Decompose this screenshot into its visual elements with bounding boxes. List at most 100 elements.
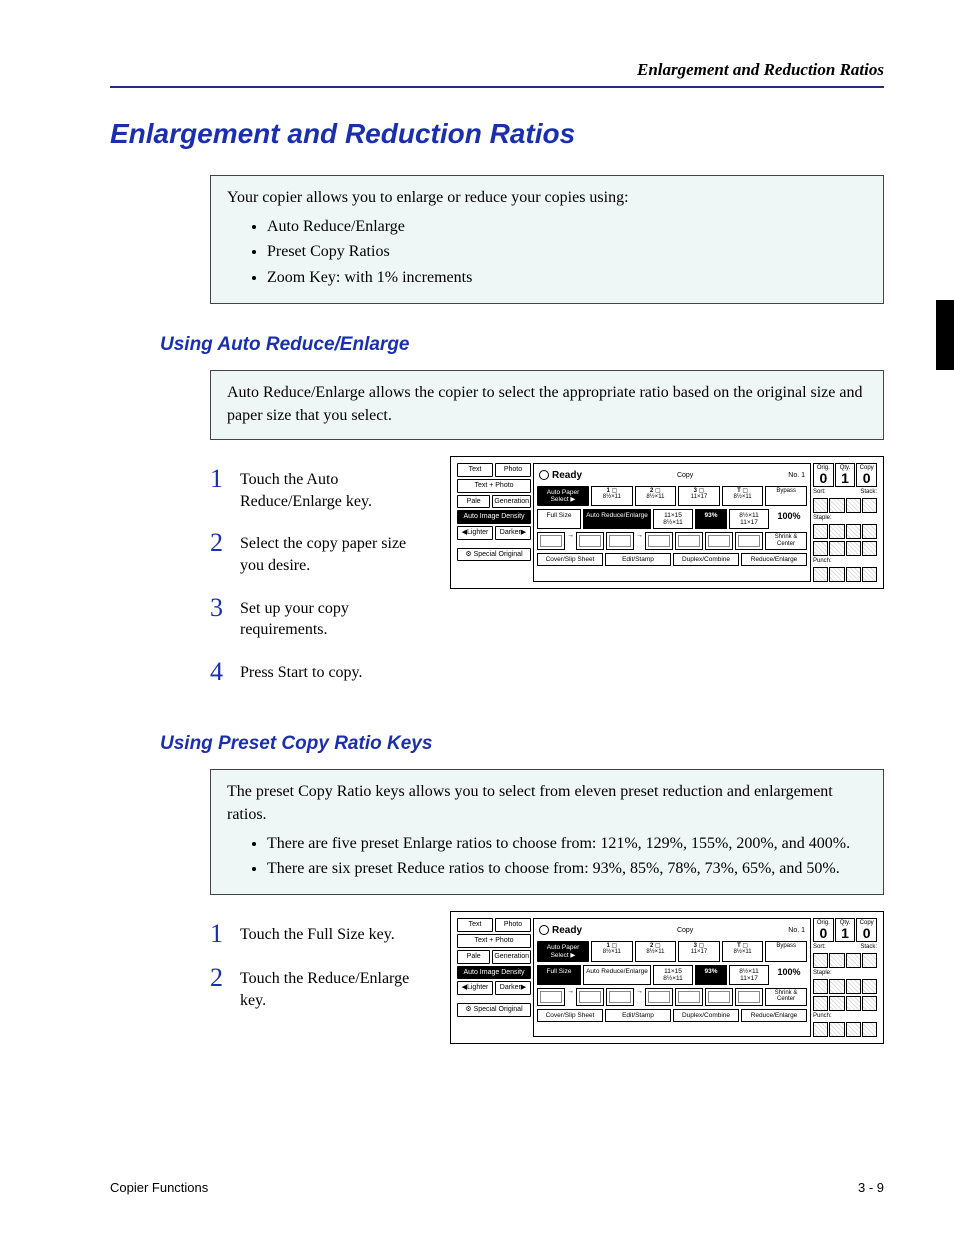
photo-mode-button[interactable]: Photo (495, 918, 531, 932)
punch-option[interactable] (846, 567, 861, 582)
paper-tray-button[interactable]: 3 ▢11×17 (678, 941, 720, 961)
auto-image-density-button[interactable]: Auto Image Density (457, 966, 531, 980)
staple-option[interactable] (829, 541, 844, 556)
paper-tray-button[interactable]: 3 ▢11×17 (678, 486, 720, 506)
orientation-option[interactable] (645, 532, 673, 550)
punch-option[interactable] (846, 1022, 861, 1037)
sort-option[interactable] (829, 498, 844, 513)
step-number: 2 (210, 965, 240, 991)
staple-option[interactable] (846, 524, 861, 539)
photo-mode-button[interactable]: Photo (495, 463, 531, 477)
sort-option[interactable] (813, 498, 828, 513)
staple-option[interactable] (813, 979, 828, 994)
orientation-option[interactable] (705, 988, 733, 1006)
full-size-button[interactable]: Full Size (537, 509, 581, 529)
darker-button[interactable]: Darker▶ (495, 981, 531, 995)
tab-edit-stamp[interactable]: Edit/Stamp (605, 1009, 671, 1022)
text-mode-button[interactable]: Text (457, 918, 493, 932)
staple-option[interactable] (813, 524, 828, 539)
ratio-preset-a-button[interactable]: 11×15 8½×11 (653, 509, 693, 529)
generation-mode-button[interactable]: Generation (492, 495, 531, 509)
sort-option[interactable] (813, 953, 828, 968)
punch-label: Punch: (813, 1013, 877, 1019)
paper-tray-button[interactable]: 2 ▢8½×11 (635, 486, 677, 506)
special-original-button[interactable]: ⚙ Special Original (457, 1003, 531, 1017)
stack-option[interactable] (846, 498, 861, 513)
punch-option[interactable] (829, 1022, 844, 1037)
paper-tray-button[interactable]: 2 ▢8½×11 (635, 941, 677, 961)
ratio-preset-b-button[interactable]: 8½×11 11×17 (729, 965, 769, 985)
paper-tray-button[interactable]: 1 ▢8½×11 (591, 486, 633, 506)
tab-cover-slip[interactable]: Cover/Slip Sheet (537, 553, 603, 566)
tab-reduce-enlarge[interactable]: Reduce/Enlarge (741, 1009, 807, 1022)
punch-option[interactable] (813, 567, 828, 582)
pale-mode-button[interactable]: Pale (457, 950, 490, 964)
stack-option[interactable] (862, 953, 877, 968)
sort-option[interactable] (829, 953, 844, 968)
orientation-option[interactable] (675, 988, 703, 1006)
shrink-center-button[interactable]: Shrink & Center (765, 988, 807, 1006)
paper-tray-button[interactable]: Bypass (765, 486, 807, 506)
shrink-center-button[interactable]: Shrink & Center (765, 532, 807, 550)
auto-image-density-button[interactable]: Auto Image Density (457, 510, 531, 524)
special-original-button[interactable]: ⚙ Special Original (457, 548, 531, 562)
text-photo-mode-button[interactable]: Text + Photo (457, 934, 531, 948)
staple-option[interactable] (862, 996, 877, 1011)
tab-duplex-combine[interactable]: Duplex/Combine (673, 1009, 739, 1022)
punch-option[interactable] (862, 567, 877, 582)
orientation-option[interactable] (675, 532, 703, 550)
stack-option[interactable] (846, 953, 861, 968)
punch-option[interactable] (813, 1022, 828, 1037)
orientation-option[interactable] (576, 988, 604, 1006)
orientation-option[interactable] (735, 532, 763, 550)
orientation-option[interactable] (606, 988, 634, 1006)
tab-edit-stamp[interactable]: Edit/Stamp (605, 553, 671, 566)
punch-option[interactable] (829, 567, 844, 582)
staple-option[interactable] (813, 541, 828, 556)
auto-paper-select-button[interactable]: Auto Paper Select ▶ (537, 941, 589, 961)
staple-option[interactable] (829, 524, 844, 539)
orientation-option[interactable] (735, 988, 763, 1006)
auto-steps: 1Touch the Auto Reduce/Enlarge key. 2Sel… (210, 456, 430, 703)
text-mode-button[interactable]: Text (457, 463, 493, 477)
stack-option[interactable] (862, 498, 877, 513)
auto-reduce-enlarge-button[interactable]: Auto Reduce/Enlarge (583, 509, 651, 529)
auto-paper-select-button[interactable]: Auto Paper Select ▶ (537, 486, 589, 506)
darker-button[interactable]: Darker▶ (495, 526, 531, 540)
staple-option[interactable] (846, 541, 861, 556)
lighter-button[interactable]: ◀Lighter (457, 981, 493, 995)
tab-cover-slip[interactable]: Cover/Slip Sheet (537, 1009, 603, 1022)
orientation-option[interactable] (537, 532, 565, 550)
orientation-option[interactable] (576, 532, 604, 550)
pale-mode-button[interactable]: Pale (457, 495, 490, 509)
total-ratio: 100% (771, 509, 807, 529)
tab-reduce-enlarge[interactable]: Reduce/Enlarge (741, 553, 807, 566)
ratio-preset-b-button[interactable]: 8½×11 11×17 (729, 509, 769, 529)
paper-tray-button[interactable]: T ▢8½×11 (722, 486, 764, 506)
generation-mode-button[interactable]: Generation (492, 950, 531, 964)
paper-tray-button[interactable]: Bypass (765, 941, 807, 961)
staple-option[interactable] (846, 979, 861, 994)
tab-duplex-combine[interactable]: Duplex/Combine (673, 553, 739, 566)
staple-option[interactable] (829, 996, 844, 1011)
full-size-button[interactable]: Full Size (537, 965, 581, 985)
auto-reduce-enlarge-button[interactable]: Auto Reduce/Enlarge (583, 965, 651, 985)
staple-option[interactable] (846, 996, 861, 1011)
job-number: No. 1 (788, 472, 805, 479)
staple-option[interactable] (862, 541, 877, 556)
ratio-preset-a-button[interactable]: 11×15 8½×11 (653, 965, 693, 985)
orientation-option[interactable] (645, 988, 673, 1006)
text-photo-mode-button[interactable]: Text + Photo (457, 479, 531, 493)
staple-option[interactable] (829, 979, 844, 994)
punch-option[interactable] (862, 1022, 877, 1037)
orientation-option[interactable] (537, 988, 565, 1006)
lighter-button[interactable]: ◀Lighter (457, 526, 493, 540)
staple-option[interactable] (813, 996, 828, 1011)
orientation-option[interactable] (606, 532, 634, 550)
orientation-option[interactable] (705, 532, 733, 550)
staple-option[interactable] (862, 524, 877, 539)
paper-tray-button[interactable]: T ▢8½×11 (722, 941, 764, 961)
copier-panel-figure: Text Photo Text + Photo Pale Generation … (450, 911, 884, 1044)
paper-tray-button[interactable]: 1 ▢8½×11 (591, 941, 633, 961)
staple-option[interactable] (862, 979, 877, 994)
